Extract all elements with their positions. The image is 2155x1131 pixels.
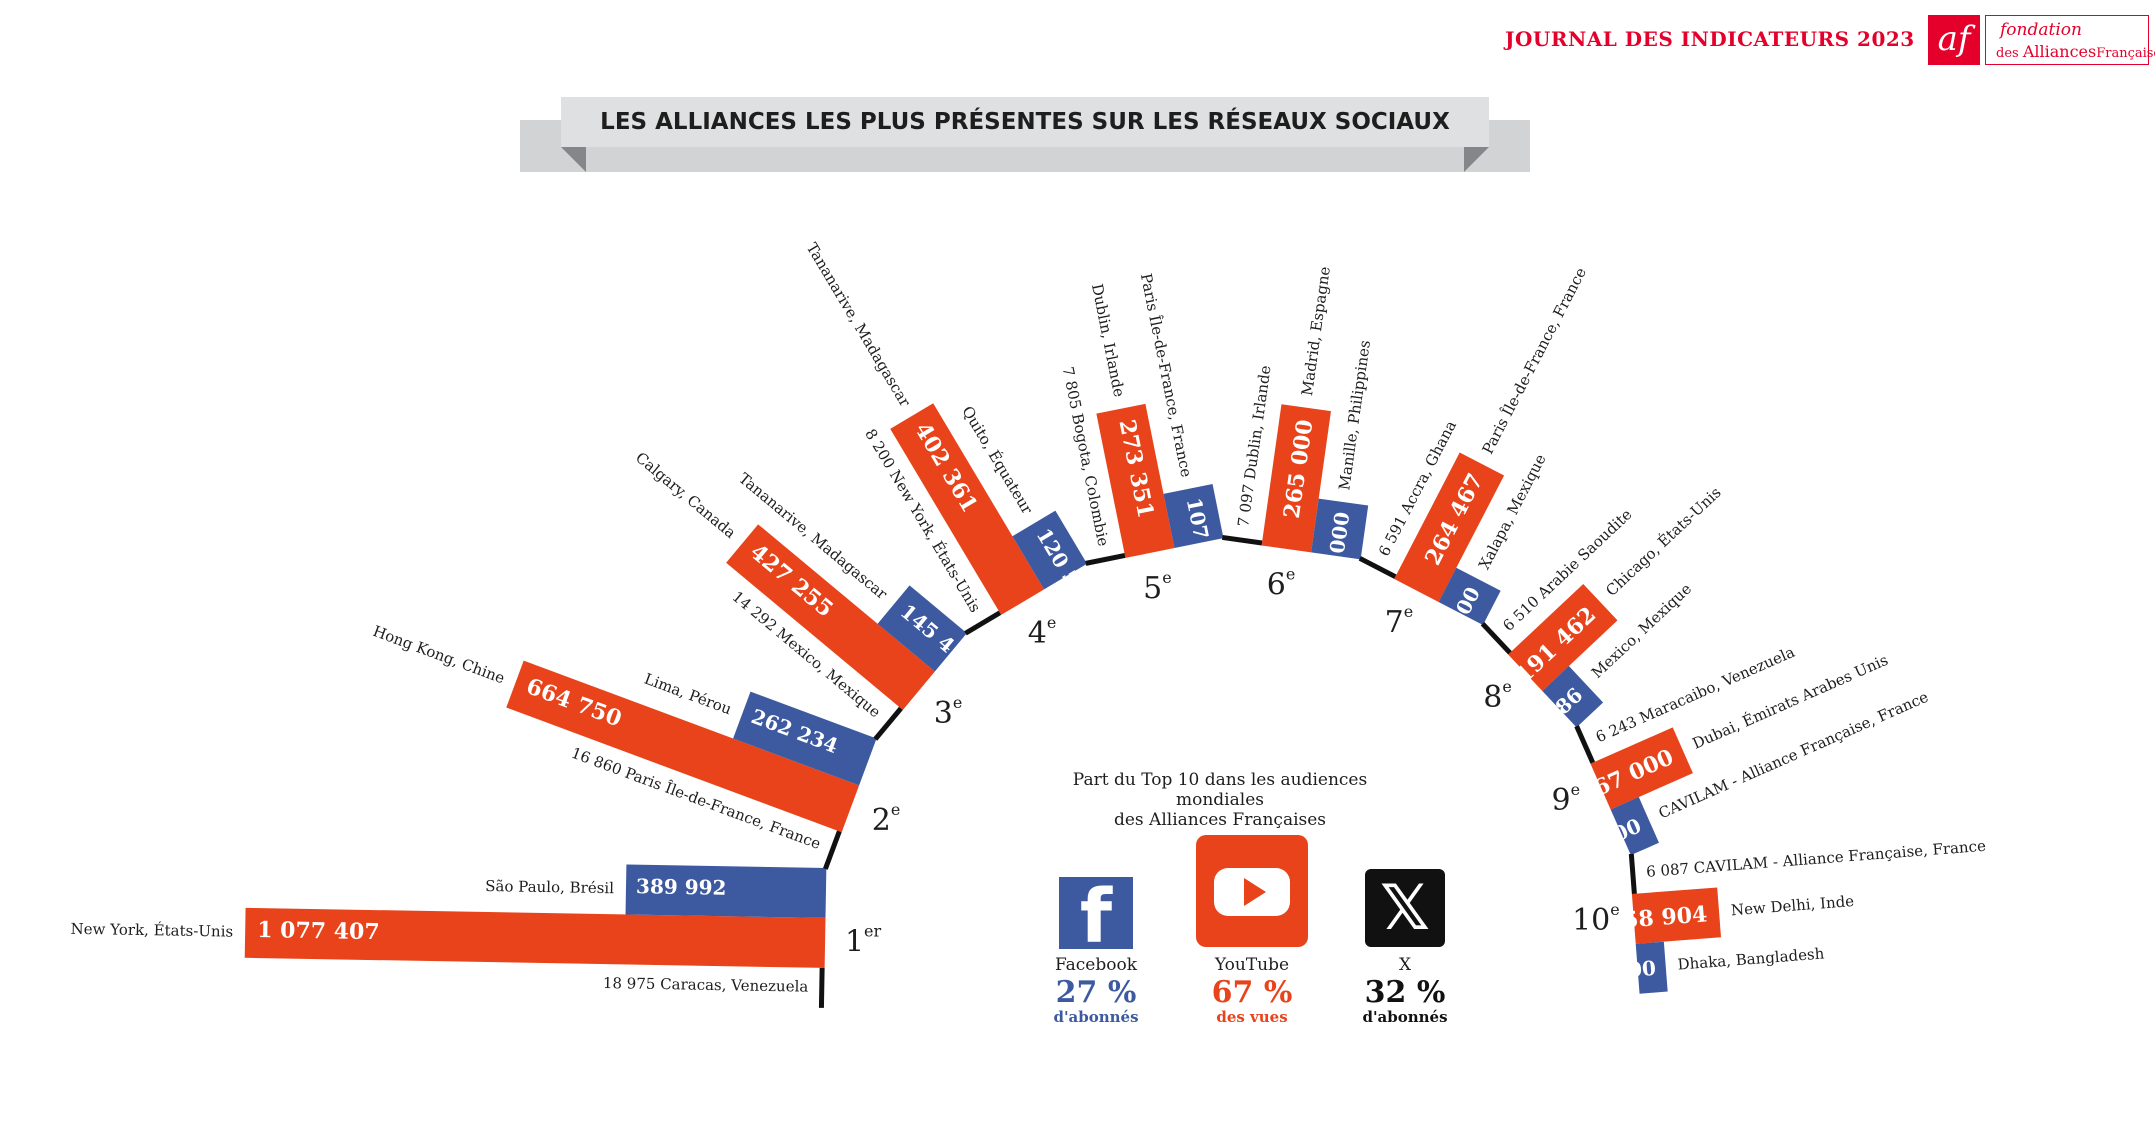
x-bar-10 (1628, 853, 1637, 895)
youtube-label: YouTube (1214, 955, 1290, 975)
logo-suffix: Françaises (2096, 46, 2155, 61)
x-value-10: 6 087 CAVILAM - Alliance Française, Fran… (1646, 837, 1987, 881)
youtube-bar-5 (1096, 403, 1175, 558)
share-title-line1: Part du Top 10 dans les audiences mondia… (1072, 770, 1368, 810)
banner-fold-right (1464, 147, 1489, 172)
x-bar-2 (823, 830, 842, 870)
facebook-bar-1 (625, 864, 827, 918)
rank-label-2: 2e (872, 800, 901, 839)
youtube-sub: des vues (1216, 1008, 1288, 1026)
youtube-bar-10 (1631, 887, 1722, 944)
youtube-bar-9 (1590, 727, 1693, 810)
banner-front (561, 97, 1489, 147)
youtube-bar-6 (1261, 404, 1331, 553)
facebook-bar-3 (877, 585, 967, 672)
x-bar-6 (1221, 534, 1263, 546)
youtube-city-7: Paris Île-de-France, France (1479, 264, 1591, 457)
rank-label-3: 3e (934, 693, 963, 732)
x-bar-8 (1480, 621, 1512, 655)
logo-line-fondation: fondation (2000, 20, 2082, 40)
x-bar-7 (1358, 556, 1397, 579)
youtube-city-5: Dublin, Irlande (1088, 282, 1128, 398)
page-title: LES ALLIANCES LES PLUS PRÉSENTES SUR LES… (600, 109, 1450, 135)
x-sub: d'abonnés (1362, 1008, 1448, 1026)
facebook-bar-4 (1012, 510, 1088, 590)
x-bar-3 (873, 706, 903, 741)
facebook-city-10: Dhaka, Bangladesh (1677, 944, 1825, 973)
x-bar-4 (964, 610, 1002, 636)
logo-bold: Alliances (2022, 42, 2097, 61)
facebook-icon: f (1059, 877, 1133, 949)
youtube-city-4: Tananarive, Madagascar (803, 240, 915, 411)
youtube-value-1: 1 077 407 (257, 917, 380, 945)
x-value-5: 7 805 Bogota, Colombie (1059, 365, 1113, 548)
share-title-line2: des Alliances Françaises (1113, 810, 1327, 830)
facebook-bar-8 (1542, 666, 1604, 728)
youtube-city-9: Dubai, Émirats Arabes Unis (1690, 651, 1891, 753)
facebook-bar-7 (1438, 567, 1501, 625)
x-icon: 𝕏 (1365, 869, 1445, 947)
youtube-city-10: New Delhi, Inde (1730, 892, 1855, 919)
facebook-city-1: São Paulo, Brésil (485, 877, 614, 897)
rank-label-5: 5e (1143, 568, 1172, 607)
logo-prefix: des (1996, 46, 2023, 61)
x-bar-1 (818, 967, 825, 1008)
facebook-value-1: 389 992 (636, 874, 727, 900)
banner-fold-left (561, 147, 586, 172)
rank-label-1: 1er (845, 921, 882, 960)
youtube-city-3: Calgary, Canada (632, 448, 739, 542)
youtube-bar-4 (890, 403, 1045, 615)
youtube-bar-3 (726, 524, 935, 710)
youtube-city-1: New York, États-Unis (70, 920, 233, 941)
x-percent: 32 % (1364, 975, 1446, 1010)
x-bar-9 (1574, 725, 1596, 764)
facebook-value-10: 55 000 (1579, 956, 1657, 986)
rank-label-7: 7e (1385, 602, 1414, 641)
facebook-bar-5 (1163, 484, 1224, 549)
share-title: Part du Top 10 dans les audiences mondia… (1030, 770, 1410, 830)
youtube-percent: 67 % (1211, 975, 1293, 1010)
youtube-city-8: Chicago, États-Unis (1602, 483, 1724, 599)
youtube-bar-1 (244, 907, 826, 968)
youtube-city-6: Madrid, Espagne (1298, 265, 1334, 397)
facebook-bar-2 (733, 691, 877, 786)
facebook-bar-6 (1311, 498, 1369, 560)
x-value-1: 18 975 Caracas, Venezuela (603, 974, 809, 996)
youtube-bar-7 (1394, 452, 1505, 602)
facebook-percent: 27 % (1055, 975, 1137, 1010)
youtube-bar-2 (506, 660, 860, 833)
youtube-city-2: Hong Kong, Chine (370, 622, 507, 687)
facebook-city-6: Manille, Philippines (1335, 339, 1374, 491)
rank-label-6: 6e (1267, 564, 1296, 603)
facebook-label: Facebook (1054, 955, 1137, 975)
youtube-bar-8 (1508, 583, 1618, 691)
facebook-bar-10 (1635, 941, 1668, 994)
af-logo-icon: af (1928, 15, 1980, 65)
facebook-bar-9 (1610, 797, 1659, 856)
x-bar-5 (1085, 553, 1126, 566)
rank-label-9: 9e (1552, 779, 1581, 818)
facebook-sub: d'abonnés (1053, 1008, 1139, 1026)
x-label: X (1398, 955, 1412, 975)
rank-label-4: 4e (1028, 612, 1057, 651)
rank-label-8: 8e (1483, 676, 1512, 715)
rank-group-1: 1 077 407 New York, États-Unis 389 992 São … (70, 864, 882, 1008)
youtube-icon (1196, 835, 1308, 947)
journal-title: JOURNAL DES INDICATEURS 2023 (1505, 27, 1915, 51)
